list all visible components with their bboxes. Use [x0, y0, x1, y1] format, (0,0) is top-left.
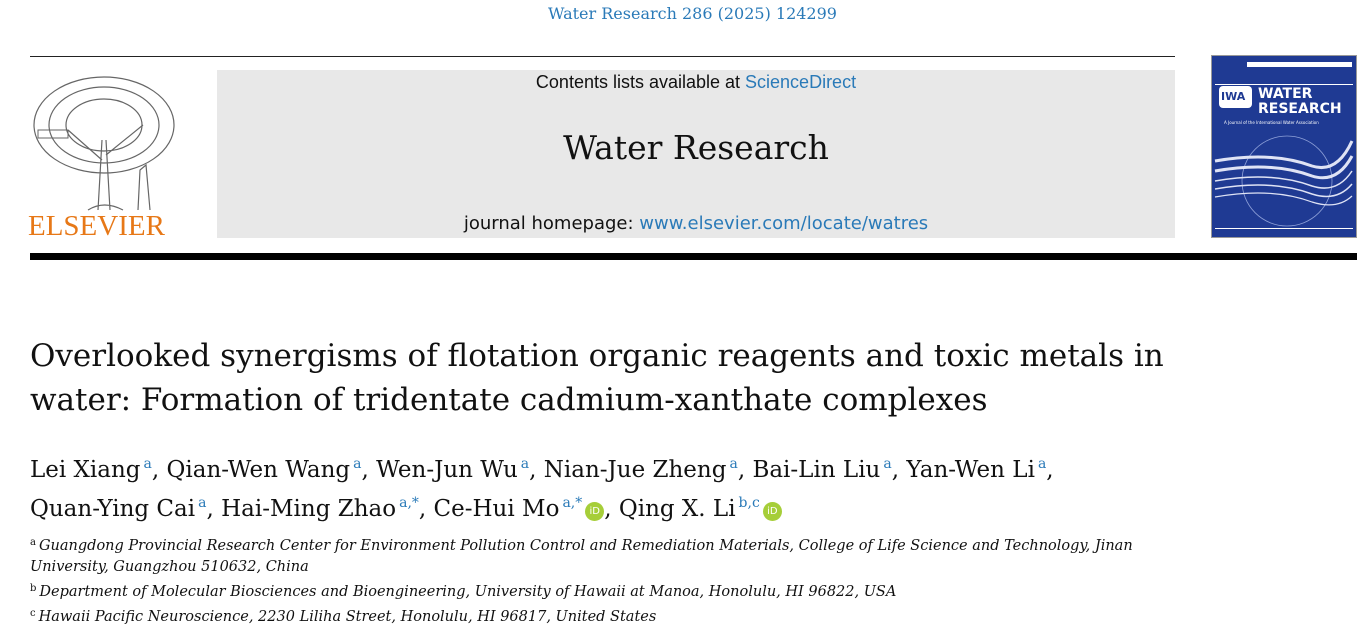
- author-list: Lei Xiang a, Qian-Wen Wang a, Wen-Jun Wu a,…: [30, 448, 1230, 526]
- author-name[interactable]: Yan-Wen Li: [906, 457, 1035, 483]
- author[interactable]: Nian-Jue Zheng a,: [543, 456, 753, 483]
- author-separator: ,: [206, 496, 222, 522]
- author-separator: ,: [418, 496, 434, 522]
- affiliation-key: c: [30, 608, 36, 619]
- author-name[interactable]: Lei Xiang: [30, 457, 141, 483]
- affiliation-key: a: [30, 537, 36, 548]
- sciencedirect-link[interactable]: ScienceDirect: [745, 72, 857, 92]
- author-affiliation-marker[interactable]: a: [143, 456, 152, 472]
- author[interactable]: Qing X. Li b,ciD: [618, 495, 782, 522]
- author-affiliation-marker[interactable]: a: [883, 456, 892, 472]
- author-affiliation-marker[interactable]: a: [520, 456, 530, 472]
- author-affiliation-marker[interactable]: a: [353, 456, 362, 472]
- cover-title-2: RESEARCH: [1258, 101, 1342, 117]
- author-separator: ,: [737, 457, 753, 483]
- contents-text: Contents lists available at: [535, 72, 746, 92]
- author[interactable]: Lei Xiang a,: [30, 456, 167, 483]
- journal-cover[interactable]: IWA WATER RESEARCH A Journal of the Inte…: [1211, 55, 1357, 238]
- author[interactable]: Wen-Jun Wu a,: [376, 456, 544, 483]
- author-name[interactable]: Quan-Ying Cai: [30, 496, 196, 522]
- author-affiliation-marker[interactable]: a,*: [562, 495, 583, 511]
- cover-art: IWA WATER RESEARCH A Journal of the Inte…: [1214, 62, 1354, 229]
- author-name[interactable]: Bai-Lin Liu: [752, 457, 881, 483]
- affiliation-text: Department of Molecular Biosciences and …: [39, 584, 897, 600]
- affiliations: a Guangdong Provincial Research Center fo…: [30, 532, 1170, 628]
- author-name[interactable]: Nian-Jue Zheng: [543, 457, 727, 483]
- affiliation-item: b Department of Molecular Biosciences and…: [30, 578, 1170, 603]
- cover-subtitle: A Journal of the International Water Ass…: [1224, 120, 1319, 125]
- author-affiliation-marker[interactable]: b,c: [738, 495, 760, 511]
- author[interactable]: Yan-Wen Li a,: [906, 456, 1054, 483]
- author-separator: ,: [151, 457, 167, 483]
- elsevier-tree-logo: [33, 76, 175, 211]
- contents-line: Contents lists available at ScienceDirec…: [217, 72, 1175, 93]
- divider: [30, 56, 1175, 57]
- author-affiliation-marker[interactable]: a: [729, 456, 738, 472]
- affiliation-item: c Hawaii Pacific Neuroscience, 2230 Lilih…: [30, 603, 1170, 628]
- author-name[interactable]: Ce-Hui Mo: [433, 496, 560, 522]
- author-separator: ,: [529, 457, 544, 483]
- author-name[interactable]: Wen-Jun Wu: [376, 457, 518, 483]
- journal-title: Water Research: [563, 128, 829, 167]
- author-affiliation-marker[interactable]: a: [198, 495, 207, 511]
- author-name[interactable]: Qian-Wen Wang: [166, 457, 351, 483]
- author-separator: ,: [604, 496, 619, 522]
- affiliation-text: Guangdong Provincial Research Center for…: [30, 538, 1133, 575]
- author[interactable]: Hai-Ming Zhao a,*,: [221, 495, 434, 522]
- homepage-line: journal homepage: www.elsevier.com/locat…: [217, 213, 1175, 234]
- homepage-text: journal homepage:: [463, 213, 640, 234]
- journal-banner: Contents lists available at ScienceDirec…: [217, 70, 1175, 238]
- author-separator: ,: [361, 457, 377, 483]
- affiliation-key: b: [30, 583, 37, 594]
- author[interactable]: Ce-Hui Mo a,*iD,: [433, 495, 619, 522]
- author-separator: ,: [891, 457, 907, 483]
- cover-title-1: WATER: [1258, 86, 1313, 102]
- author-affiliation-marker[interactable]: a,*: [399, 495, 419, 511]
- homepage-link[interactable]: www.elsevier.com/locate/watres: [639, 213, 929, 234]
- author-separator: ,: [1046, 457, 1054, 483]
- author[interactable]: Qian-Wen Wang a,: [166, 456, 377, 483]
- header-rule: [30, 253, 1357, 260]
- elsevier-wordmark: ELSEVIER: [28, 210, 165, 242]
- article-title: Overlooked synergisms of flotation organ…: [30, 338, 1164, 418]
- author[interactable]: Bai-Lin Liu a,: [752, 456, 907, 483]
- affiliation-text: Hawaii Pacific Neuroscience, 2230 Liliha…: [38, 609, 657, 625]
- cover-logo: IWA: [1221, 90, 1246, 103]
- affiliation-item: a Guangdong Provincial Research Center fo…: [30, 532, 1170, 578]
- orcid-icon[interactable]: iD: [585, 502, 605, 521]
- author-affiliation-marker[interactable]: a: [1037, 456, 1047, 472]
- author-name[interactable]: Qing X. Li: [618, 496, 736, 522]
- journal-citation[interactable]: Water Research 286 (2025) 124299: [548, 4, 837, 23]
- author[interactable]: Quan-Ying Cai a,: [30, 495, 222, 522]
- author-name[interactable]: Hai-Ming Zhao: [221, 496, 397, 522]
- orcid-icon[interactable]: iD: [762, 502, 782, 521]
